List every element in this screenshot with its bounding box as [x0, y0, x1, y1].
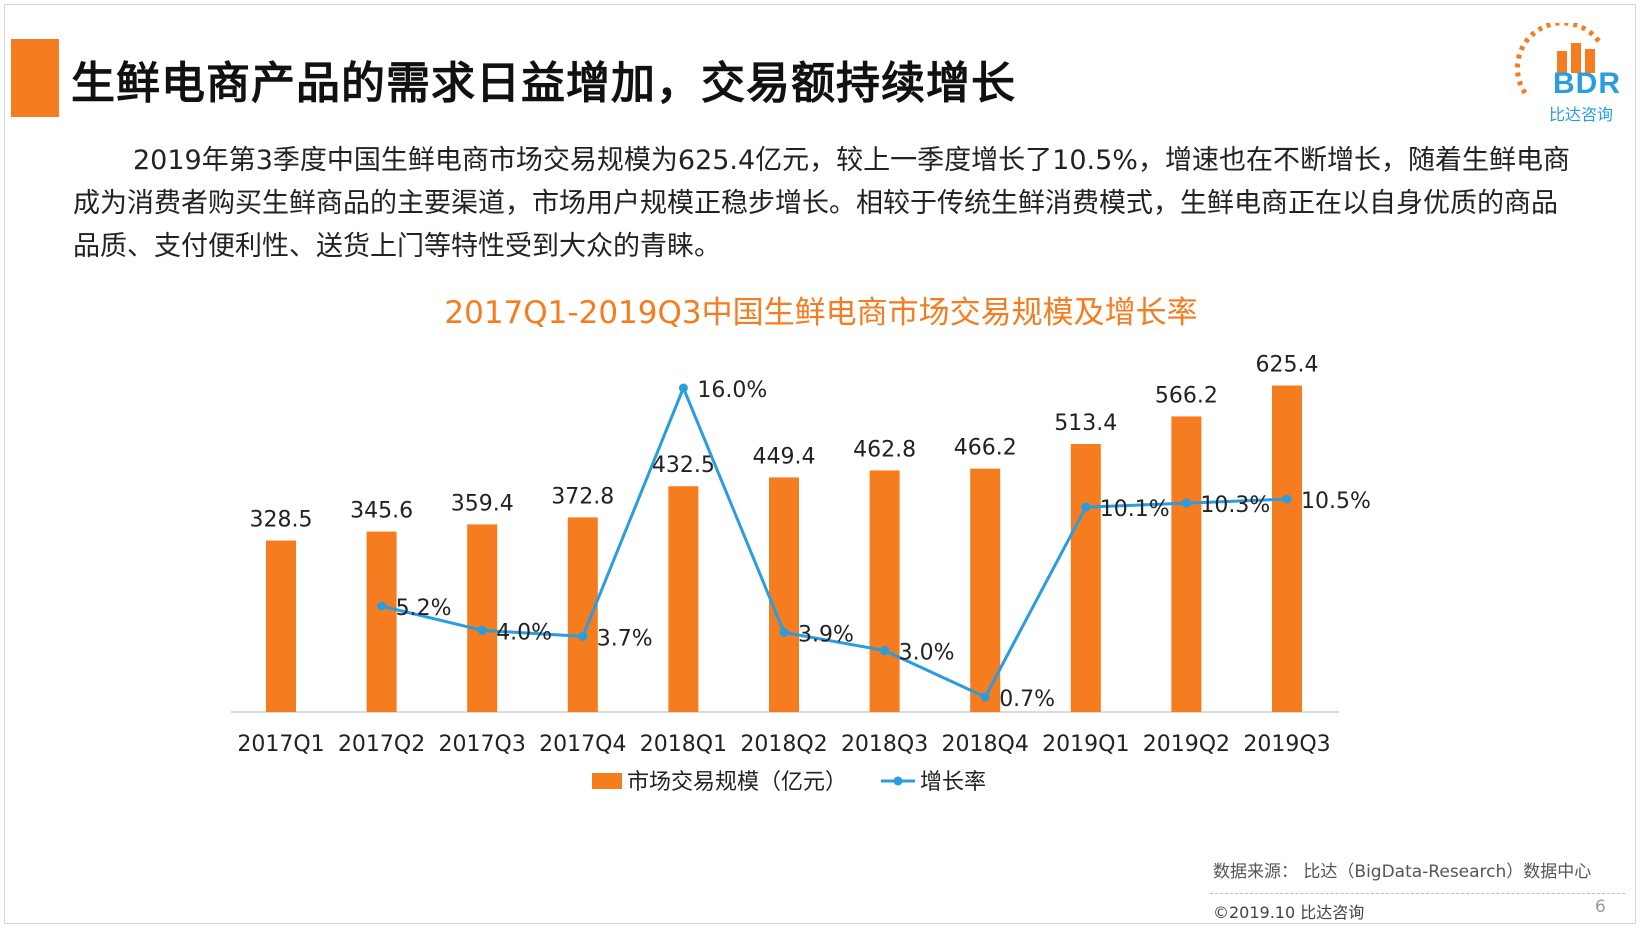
slide: 生鲜电商产品的需求日益增加，交易额持续增长 BDR 比达咨询 2019年第3季度… — [4, 4, 1636, 924]
growth-rate-line — [381, 386, 1288, 699]
title-accent-bar — [11, 39, 59, 117]
bar-2018Q3 — [869, 470, 900, 712]
rate-point-2019Q3 — [1282, 494, 1292, 504]
bar-label-2018Q2: 449.4 — [753, 444, 816, 469]
x-tick-2018Q2: 2018Q2 — [740, 732, 827, 757]
rate-point-2018Q2 — [779, 627, 789, 637]
bar-2017Q3 — [467, 524, 498, 712]
bdr-logo-icon — [1514, 23, 1603, 95]
bar-2018Q2 — [769, 477, 799, 712]
legend-line-label: 增长率 — [920, 770, 986, 795]
rate-label-2018Q1: 16.0% — [697, 378, 767, 403]
x-tick-2017Q3: 2017Q3 — [439, 732, 526, 757]
legend-bar-swatch — [592, 773, 622, 789]
legend-line-marker — [893, 776, 903, 786]
rate-label-2019Q1: 10.1% — [1100, 497, 1170, 522]
x-tick-2017Q1: 2017Q1 — [237, 732, 324, 757]
footer-divider — [1210, 893, 1625, 894]
x-tick-2019Q2: 2019Q2 — [1143, 732, 1230, 757]
rate-label-2019Q2: 10.3% — [1200, 493, 1270, 518]
rate-label-2018Q2: 3.9% — [798, 622, 854, 647]
bar-label-2018Q3: 462.8 — [853, 437, 916, 462]
x-tick-2017Q2: 2017Q2 — [338, 732, 425, 757]
rate-point-2017Q2 — [377, 601, 387, 611]
bar-2019Q1 — [1070, 444, 1101, 712]
rate-point-2018Q1 — [678, 383, 688, 393]
x-tick-2019Q3: 2019Q3 — [1243, 732, 1330, 757]
rate-point-2018Q4 — [980, 692, 990, 702]
rate-point-2019Q1 — [1081, 502, 1091, 512]
x-tick-2019Q1: 2019Q1 — [1042, 732, 1129, 757]
bar-2018Q4 — [970, 468, 1001, 712]
page-number: 6 — [1595, 897, 1606, 917]
bar-label-2019Q2: 566.2 — [1155, 383, 1218, 408]
chart-title: 2017Q1-2019Q3中国生鲜电商市场交易规模及增长率 — [444, 295, 1198, 331]
page-title: 生鲜电商产品的需求日益增加，交易额持续增长 — [71, 58, 1016, 109]
rate-label-2017Q2: 5.2% — [396, 596, 452, 621]
bar-label-2019Q1: 513.4 — [1054, 411, 1117, 436]
rate-label-2018Q4: 0.7% — [999, 687, 1055, 712]
bar-2017Q4 — [567, 517, 598, 712]
rate-point-2018Q3 — [880, 646, 890, 656]
bar-2017Q1 — [266, 540, 296, 712]
bar-label-2017Q4: 372.8 — [551, 484, 614, 509]
x-tick-2017Q4: 2017Q4 — [539, 732, 626, 757]
bar-2017Q2 — [366, 531, 397, 712]
rate-label-2017Q4: 3.7% — [597, 626, 653, 651]
x-tick-2018Q4: 2018Q4 — [942, 732, 1029, 757]
market-scale-chart: 328.5 2017Q1 345.6 2017Q2 359.4 2017Q3 372.8 20… — [231, 353, 1371, 795]
bar-label-2018Q1: 432.5 — [652, 453, 715, 478]
logo-subtitle: 比达咨询 — [1549, 105, 1614, 124]
rate-label-2017Q3: 4.0% — [496, 620, 552, 645]
bar-2018Q1 — [668, 486, 699, 712]
legend-bar-label: 市场交易规模（亿元） — [627, 770, 847, 795]
summary-line-3: 品质、支付便利性、送货上门等特性受到大众的青睐。 — [73, 231, 721, 262]
bar-label-2017Q1: 328.5 — [250, 508, 313, 533]
copyright: ©2019.10 比达咨询 — [1213, 903, 1365, 922]
summary-line-1: 2019年第3季度中国生鲜电商市场交易规模为625.4亿元，较上一季度增长了10… — [133, 145, 1570, 176]
x-tick-2018Q1: 2018Q1 — [640, 732, 727, 757]
bar-2019Q2 — [1171, 416, 1202, 712]
data-source: 数据来源： 比达（BigData-Research）数据中心 — [1213, 862, 1592, 882]
bar-label-2019Q3: 625.4 — [1256, 353, 1319, 378]
bar-label-2018Q4: 466.2 — [954, 436, 1017, 461]
logo-text: BDR — [1553, 67, 1621, 100]
summary-paragraph: 2019年第3季度中国生鲜电商市场交易规模为625.4亿元，较上一季度增长了10… — [73, 139, 1593, 268]
bar-2019Q3 — [1272, 385, 1302, 712]
rate-point-2019Q2 — [1181, 498, 1191, 508]
bar-label-2017Q2: 345.6 — [350, 499, 413, 524]
rate-point-2017Q3 — [477, 625, 487, 635]
x-tick-2018Q3: 2018Q3 — [841, 732, 928, 757]
summary-line-2: 成为消费者购买生鲜商品的主要渠道，市场用户规模正稳步增长。相较于传统生鲜消费模式… — [73, 188, 1558, 219]
rate-label-2018Q3: 3.0% — [899, 641, 955, 666]
bar-label-2017Q3: 359.4 — [451, 491, 514, 516]
rate-label-2019Q3: 10.5% — [1301, 489, 1371, 514]
rate-point-2017Q4 — [578, 631, 588, 641]
